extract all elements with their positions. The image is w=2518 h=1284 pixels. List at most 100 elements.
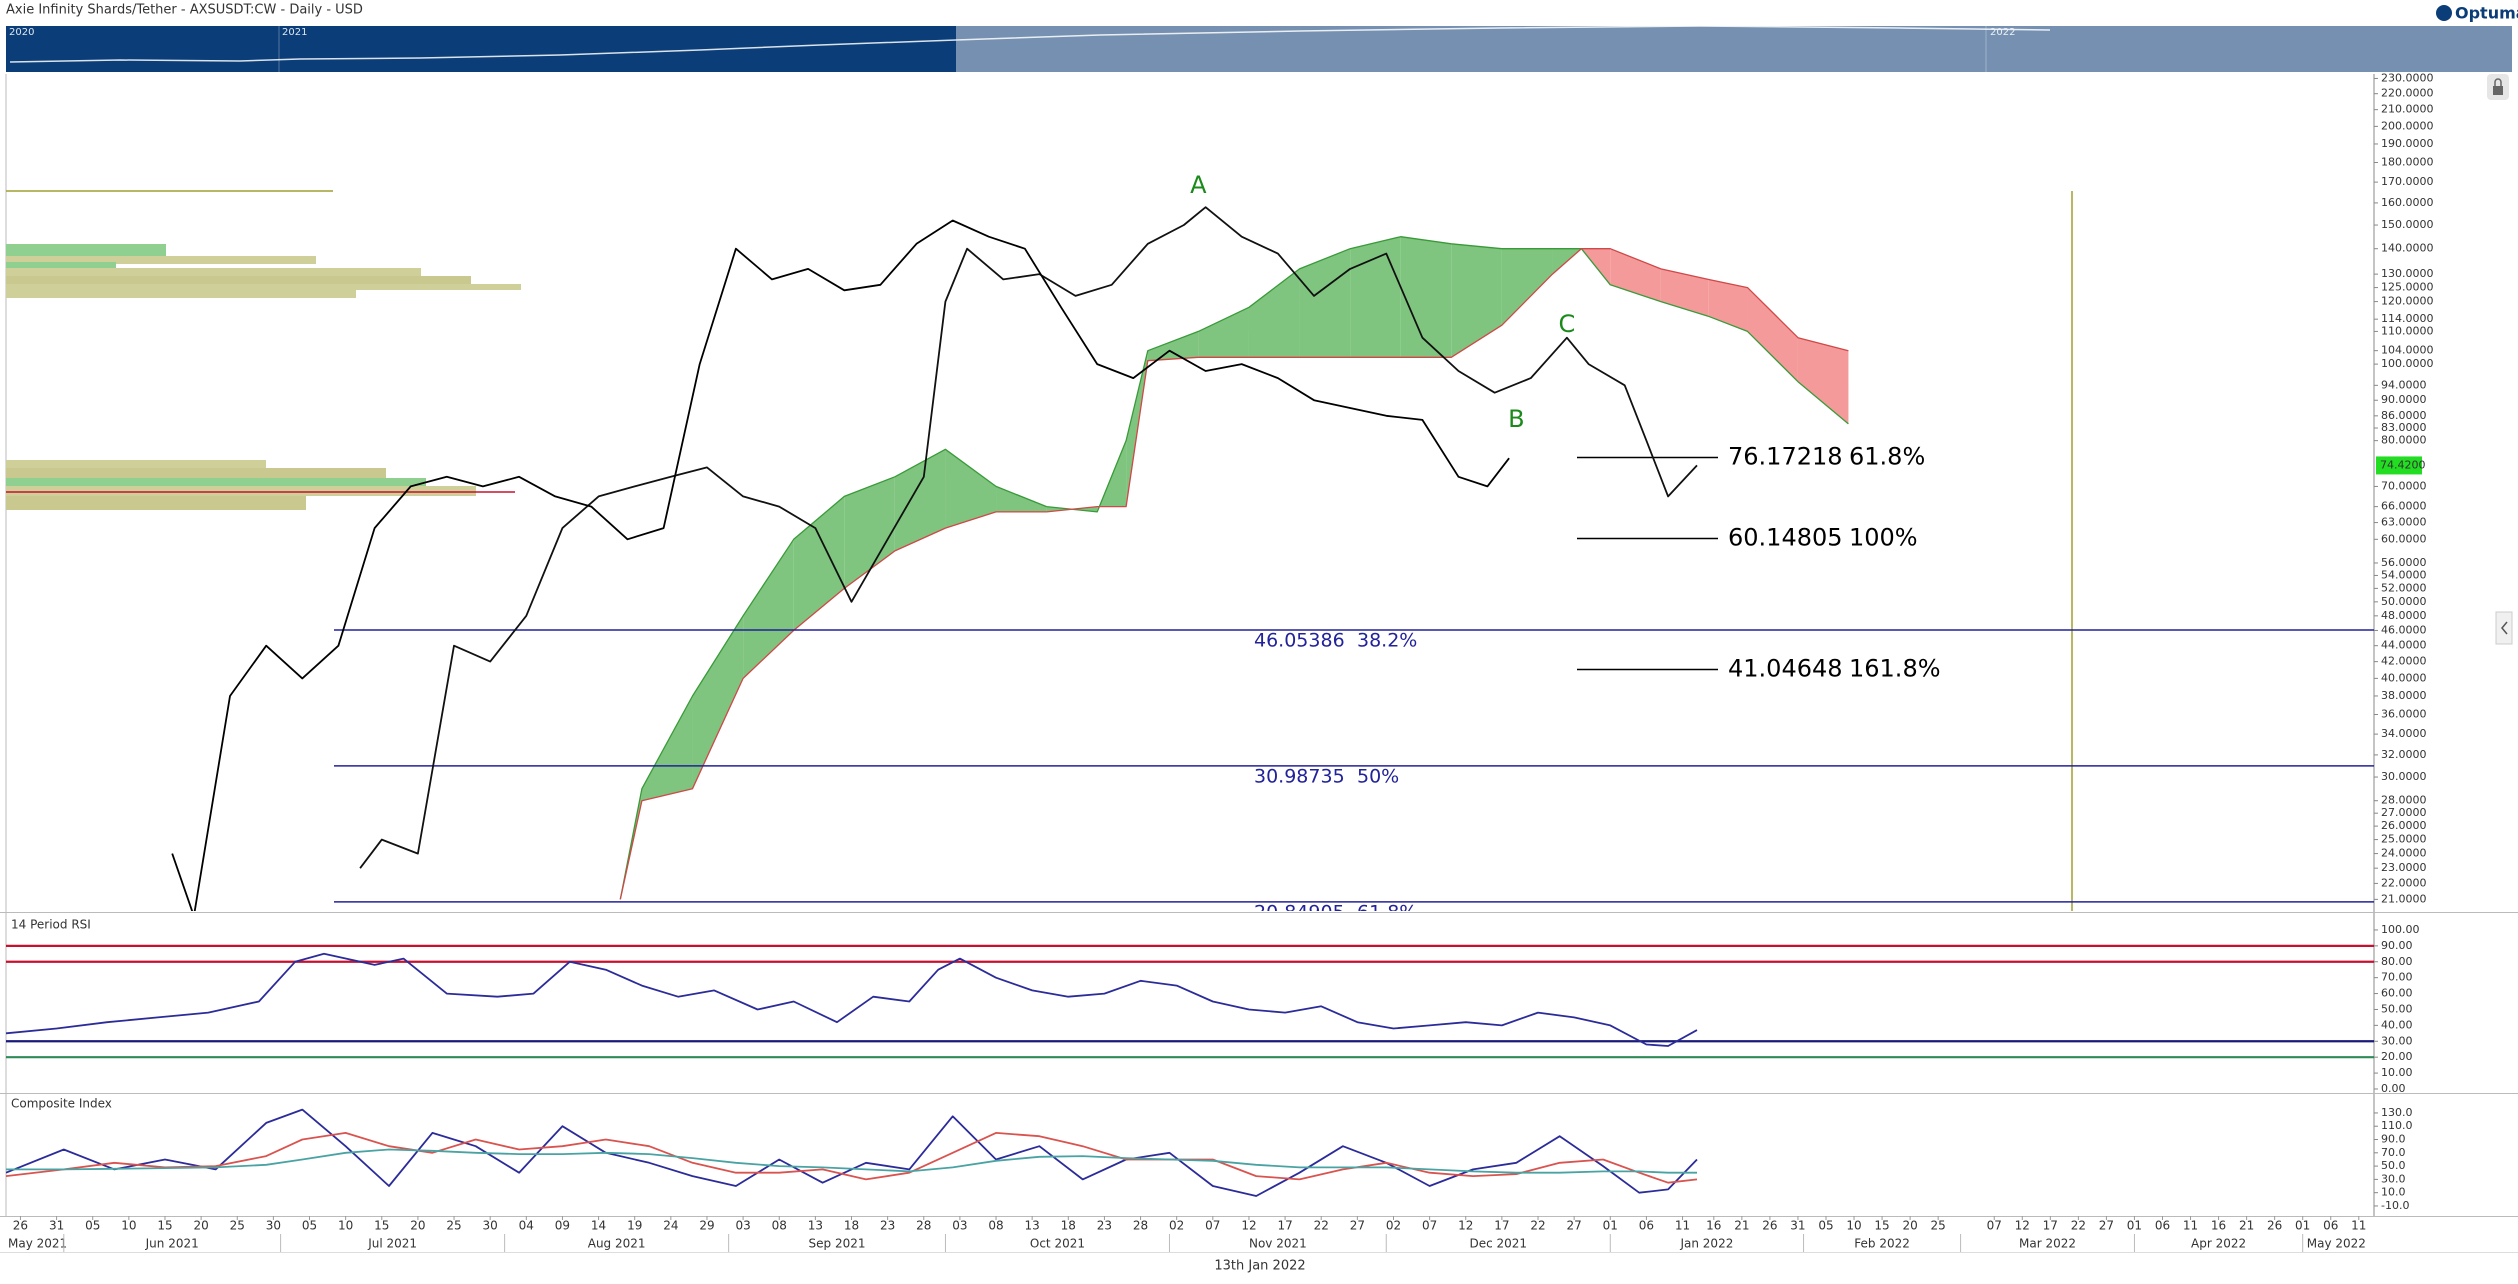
profile-bar — [6, 478, 426, 486]
series-line — [6, 1132, 1698, 1184]
y-tick-label: 210.0000 — [2381, 103, 2434, 116]
x-tick-label: 03 — [735, 1219, 750, 1233]
x-tick-label: 06 — [2155, 1219, 2170, 1233]
price-panel: 76.17218 61.8%60.14805 100%41.04648 161.8%4… — [171, 171, 2374, 911]
y-tick-label: 80.0000 — [2381, 434, 2427, 447]
y-tick-label: 56.0000 — [2381, 556, 2427, 569]
x-tick-label: 27 — [1350, 1219, 1365, 1233]
y-tick-label: 94.0000 — [2381, 378, 2427, 391]
month-label: Oct 2021 — [1030, 1237, 1085, 1251]
x-tick-label: 02 — [1386, 1219, 1401, 1233]
wave-label: B — [1508, 405, 1524, 433]
y-tick-label: 34.0000 — [2381, 727, 2427, 740]
month-label: Jan 2022 — [1679, 1237, 1733, 1251]
fib-ratio: 61.8% — [1849, 442, 1925, 470]
y-tick-label: 86.0000 — [2381, 409, 2427, 422]
month-label: May 2021 — [8, 1237, 67, 1251]
y-tick-label: 190.0000 — [2381, 137, 2434, 150]
y-tick-label: 160.0000 — [2381, 196, 2434, 209]
y-tick-label: 30.0 — [2381, 1172, 2406, 1185]
x-tick-label: 30 — [483, 1219, 498, 1233]
x-tick-label: 24 — [663, 1219, 678, 1233]
y-tick-label: 170.0000 — [2381, 175, 2434, 188]
y-tick-label: 60.00 — [2381, 987, 2413, 1000]
y-tick-label: 130.0000 — [2381, 267, 2434, 280]
navigator-line — [9, 25, 2051, 63]
month-label: Jul 2021 — [367, 1237, 417, 1251]
y-tick-label: 70.0000 — [2381, 479, 2427, 492]
fib-ratio: 161.8% — [1849, 655, 1941, 683]
x-tick-label: 23 — [1097, 1219, 1112, 1233]
profile-bar — [6, 284, 521, 290]
cloud-segment — [1660, 268, 1709, 317]
x-tick-label: 06 — [2323, 1219, 2338, 1233]
collapse-button[interactable] — [2495, 611, 2513, 645]
x-tick-label: 07 — [1422, 1219, 1437, 1233]
navigator-label: 2021 — [282, 27, 307, 38]
series-line — [6, 1148, 1697, 1174]
x-tick-label: 25 — [1931, 1219, 1946, 1233]
y-tick-label: 24.0000 — [2381, 847, 2427, 860]
x-tick-label: 07 — [1987, 1219, 2002, 1233]
y-tick-label: 50.0000 — [2381, 595, 2427, 608]
y-tick-label: 36.0000 — [2381, 708, 2427, 721]
x-tick-label: 11 — [1675, 1219, 1690, 1233]
x-tick-label: 16 — [1706, 1219, 1721, 1233]
x-tick-label: 31 — [1790, 1219, 1805, 1233]
month-label: Sep 2021 — [809, 1237, 866, 1251]
lock-icon — [2494, 78, 2502, 86]
y-tick-label: 21.0000 — [2381, 892, 2427, 905]
x-tick-label: 12 — [2015, 1219, 2030, 1233]
y-tick-label: 125.0000 — [2381, 281, 2434, 294]
fib-value: 41.04648 — [1728, 655, 1843, 683]
y-tick-label: 30.00 — [2381, 1034, 2413, 1047]
cloud-segment — [844, 476, 895, 589]
fib-value: 60.14805 — [1728, 523, 1843, 551]
y-tick-label: 120.0000 — [2381, 295, 2434, 308]
cloud-segment — [894, 449, 946, 551]
x-tick-label: 10 — [121, 1219, 136, 1233]
rsi-panel — [6, 944, 2374, 1059]
x-tick-label: 31 — [49, 1219, 64, 1233]
x-tick-label: 26 — [2267, 1219, 2282, 1233]
series-line — [171, 219, 1510, 911]
y-tick-label: 66.0000 — [2381, 500, 2427, 513]
cloud-segment — [945, 449, 997, 529]
cloud-segment — [1299, 248, 1351, 358]
y-tick-label: 90.0 — [2381, 1133, 2406, 1146]
navigator-history[interactable] — [6, 26, 956, 72]
panel-title: Composite Index — [11, 1097, 112, 1111]
chart-title: Axie Infinity Shards/Tether - AXSUSDT:CW… — [6, 3, 363, 18]
x-tick-label: 18 — [1061, 1219, 1076, 1233]
cloud-segment — [1400, 236, 1452, 358]
cloud-segment — [1501, 248, 1553, 326]
x-tick-label: 27 — [1567, 1219, 1582, 1233]
series-line — [359, 206, 1698, 869]
y-tick-label: 200.0000 — [2381, 119, 2434, 132]
cloud-segment — [793, 496, 845, 631]
x-tick-label: 09 — [555, 1219, 570, 1233]
x-tick-label: 03 — [952, 1219, 967, 1233]
x-tick-label: 30 — [266, 1219, 281, 1233]
x-tick-label: 04 — [519, 1219, 534, 1233]
x-tick-label: 28 — [1133, 1219, 1148, 1233]
y-tick-label: 20.00 — [2381, 1050, 2413, 1063]
volume-profile — [6, 190, 521, 510]
x-tick-label: 20 — [1902, 1219, 1917, 1233]
x-tick-label: 22 — [1530, 1219, 1545, 1233]
y-tick-label: 130.0 — [2381, 1106, 2413, 1119]
y-tick-label: 90.0000 — [2381, 393, 2427, 406]
y-tick-label: 90.00 — [2381, 939, 2413, 952]
x-tick-label: 05 — [302, 1219, 317, 1233]
y-tick-label: 140.0000 — [2381, 242, 2434, 255]
profile-bar — [6, 262, 116, 268]
y-tick-label: 110.0000 — [2381, 324, 2434, 337]
profile-bar — [6, 244, 166, 256]
x-tick-label: 17 — [2043, 1219, 2058, 1233]
cloud-segment — [743, 539, 794, 679]
wave-label: A — [1190, 171, 1207, 199]
y-tick-label: 22.0000 — [2381, 876, 2427, 889]
x-tick-label: 26 — [13, 1219, 28, 1233]
profile-bar — [6, 290, 356, 298]
navigator-window[interactable] — [956, 26, 2512, 72]
